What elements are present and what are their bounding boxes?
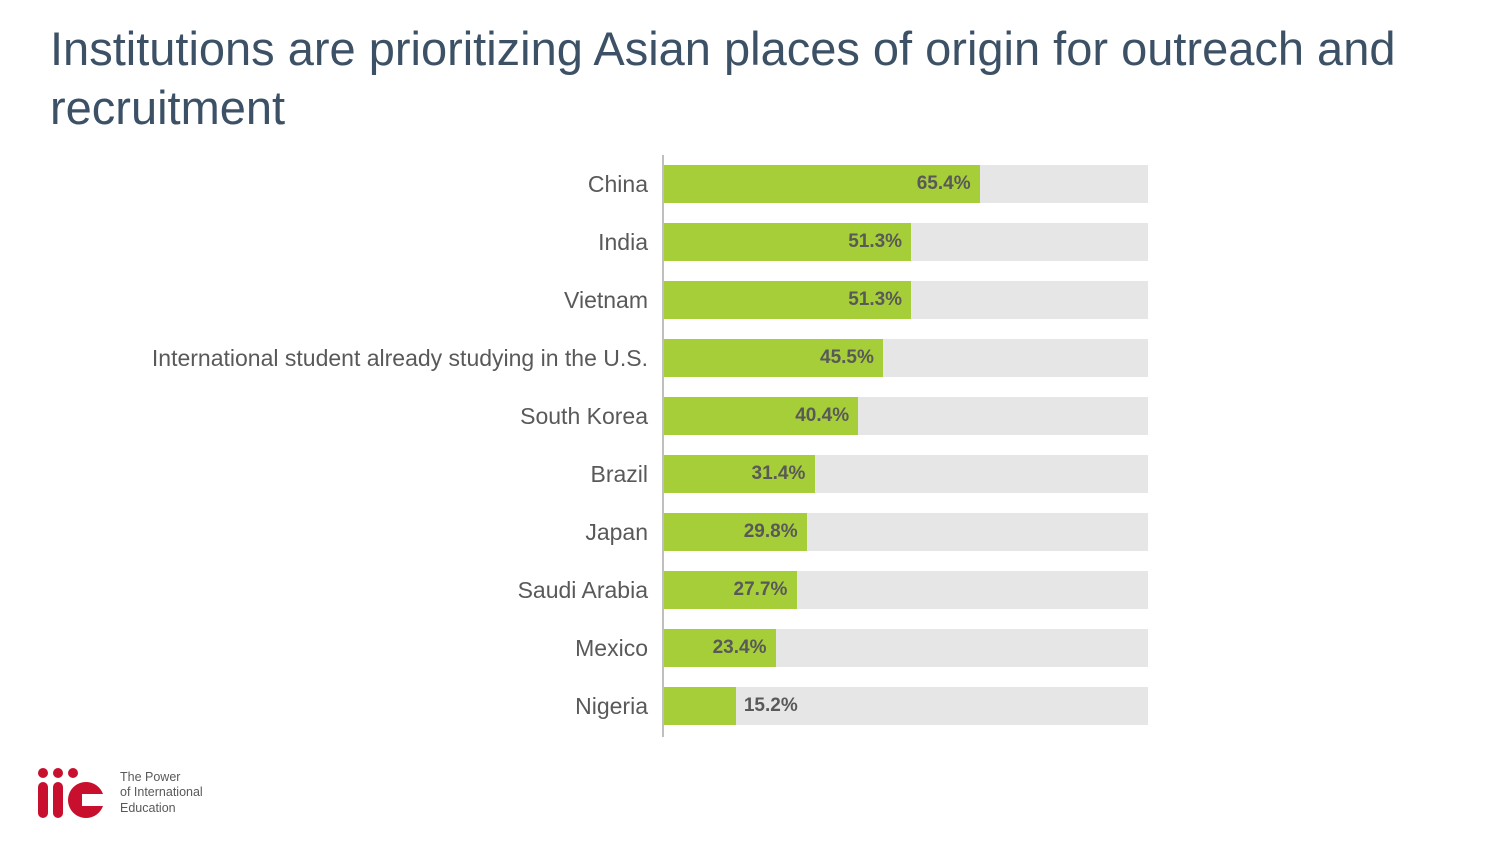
iie-logo-tagline: The Power of International Education [120,770,203,817]
tagline-line: Education [120,801,203,817]
category-label: International student already studying i… [88,345,662,372]
iie-logo: The Power of International Education [36,766,203,820]
value-label: 45.5% [812,339,882,377]
category-label: Japan [88,519,662,546]
chart-row: Saudi Arabia 27.7% [88,561,1148,619]
value-label: 31.4% [744,455,814,493]
chart-row: Nigeria 15.2% [88,677,1148,735]
bar-track: 27.7% [662,571,1148,609]
bar-track: 51.3% [662,223,1148,261]
category-label: Saudi Arabia [88,577,662,604]
value-label: 40.4% [787,397,857,435]
chart-row: South Korea 40.4% [88,387,1148,445]
value-label: 15.2% [736,687,806,725]
y-axis-line [662,155,664,737]
tagline-line: of International [120,785,203,801]
slide-title: Institutions are prioritizing Asian plac… [50,20,1470,138]
value-label: 51.3% [840,223,910,261]
bar-track: 23.4% [662,629,1148,667]
bar-track: 15.2% [662,687,1148,725]
chart-row: Brazil 31.4% [88,445,1148,503]
chart-row: Vietnam 51.3% [88,271,1148,329]
value-label: 23.4% [705,629,775,667]
chart-row: Mexico 23.4% [88,619,1148,677]
value-label: 51.3% [840,281,910,319]
bar-chart: China 65.4% India 51.3% Vietnam 51.3% Internat… [88,155,1148,735]
value-label: 27.7% [726,571,796,609]
category-label: Mexico [88,635,662,662]
chart-row: Japan 29.8% [88,503,1148,561]
category-label: India [88,229,662,256]
category-label: Brazil [88,461,662,488]
bar-track: 51.3% [662,281,1148,319]
chart-row: International student already studying i… [88,329,1148,387]
tagline-line: The Power [120,770,203,786]
value-label: 29.8% [736,513,806,551]
slide: Institutions are prioritizing Asian plac… [0,0,1500,844]
bar-track: 45.5% [662,339,1148,377]
category-label: China [88,171,662,198]
bar-track: 29.8% [662,513,1148,551]
category-label: South Korea [88,403,662,430]
category-label: Nigeria [88,693,662,720]
bar-track: 31.4% [662,455,1148,493]
bar-track: 65.4% [662,165,1148,203]
value-label: 65.4% [909,165,979,203]
category-label: Vietnam [88,287,662,314]
chart-row: India 51.3% [88,213,1148,271]
chart-row: China 65.4% [88,155,1148,213]
bar-track: 40.4% [662,397,1148,435]
bar-fill [662,687,736,725]
iie-logo-mark [36,766,112,820]
